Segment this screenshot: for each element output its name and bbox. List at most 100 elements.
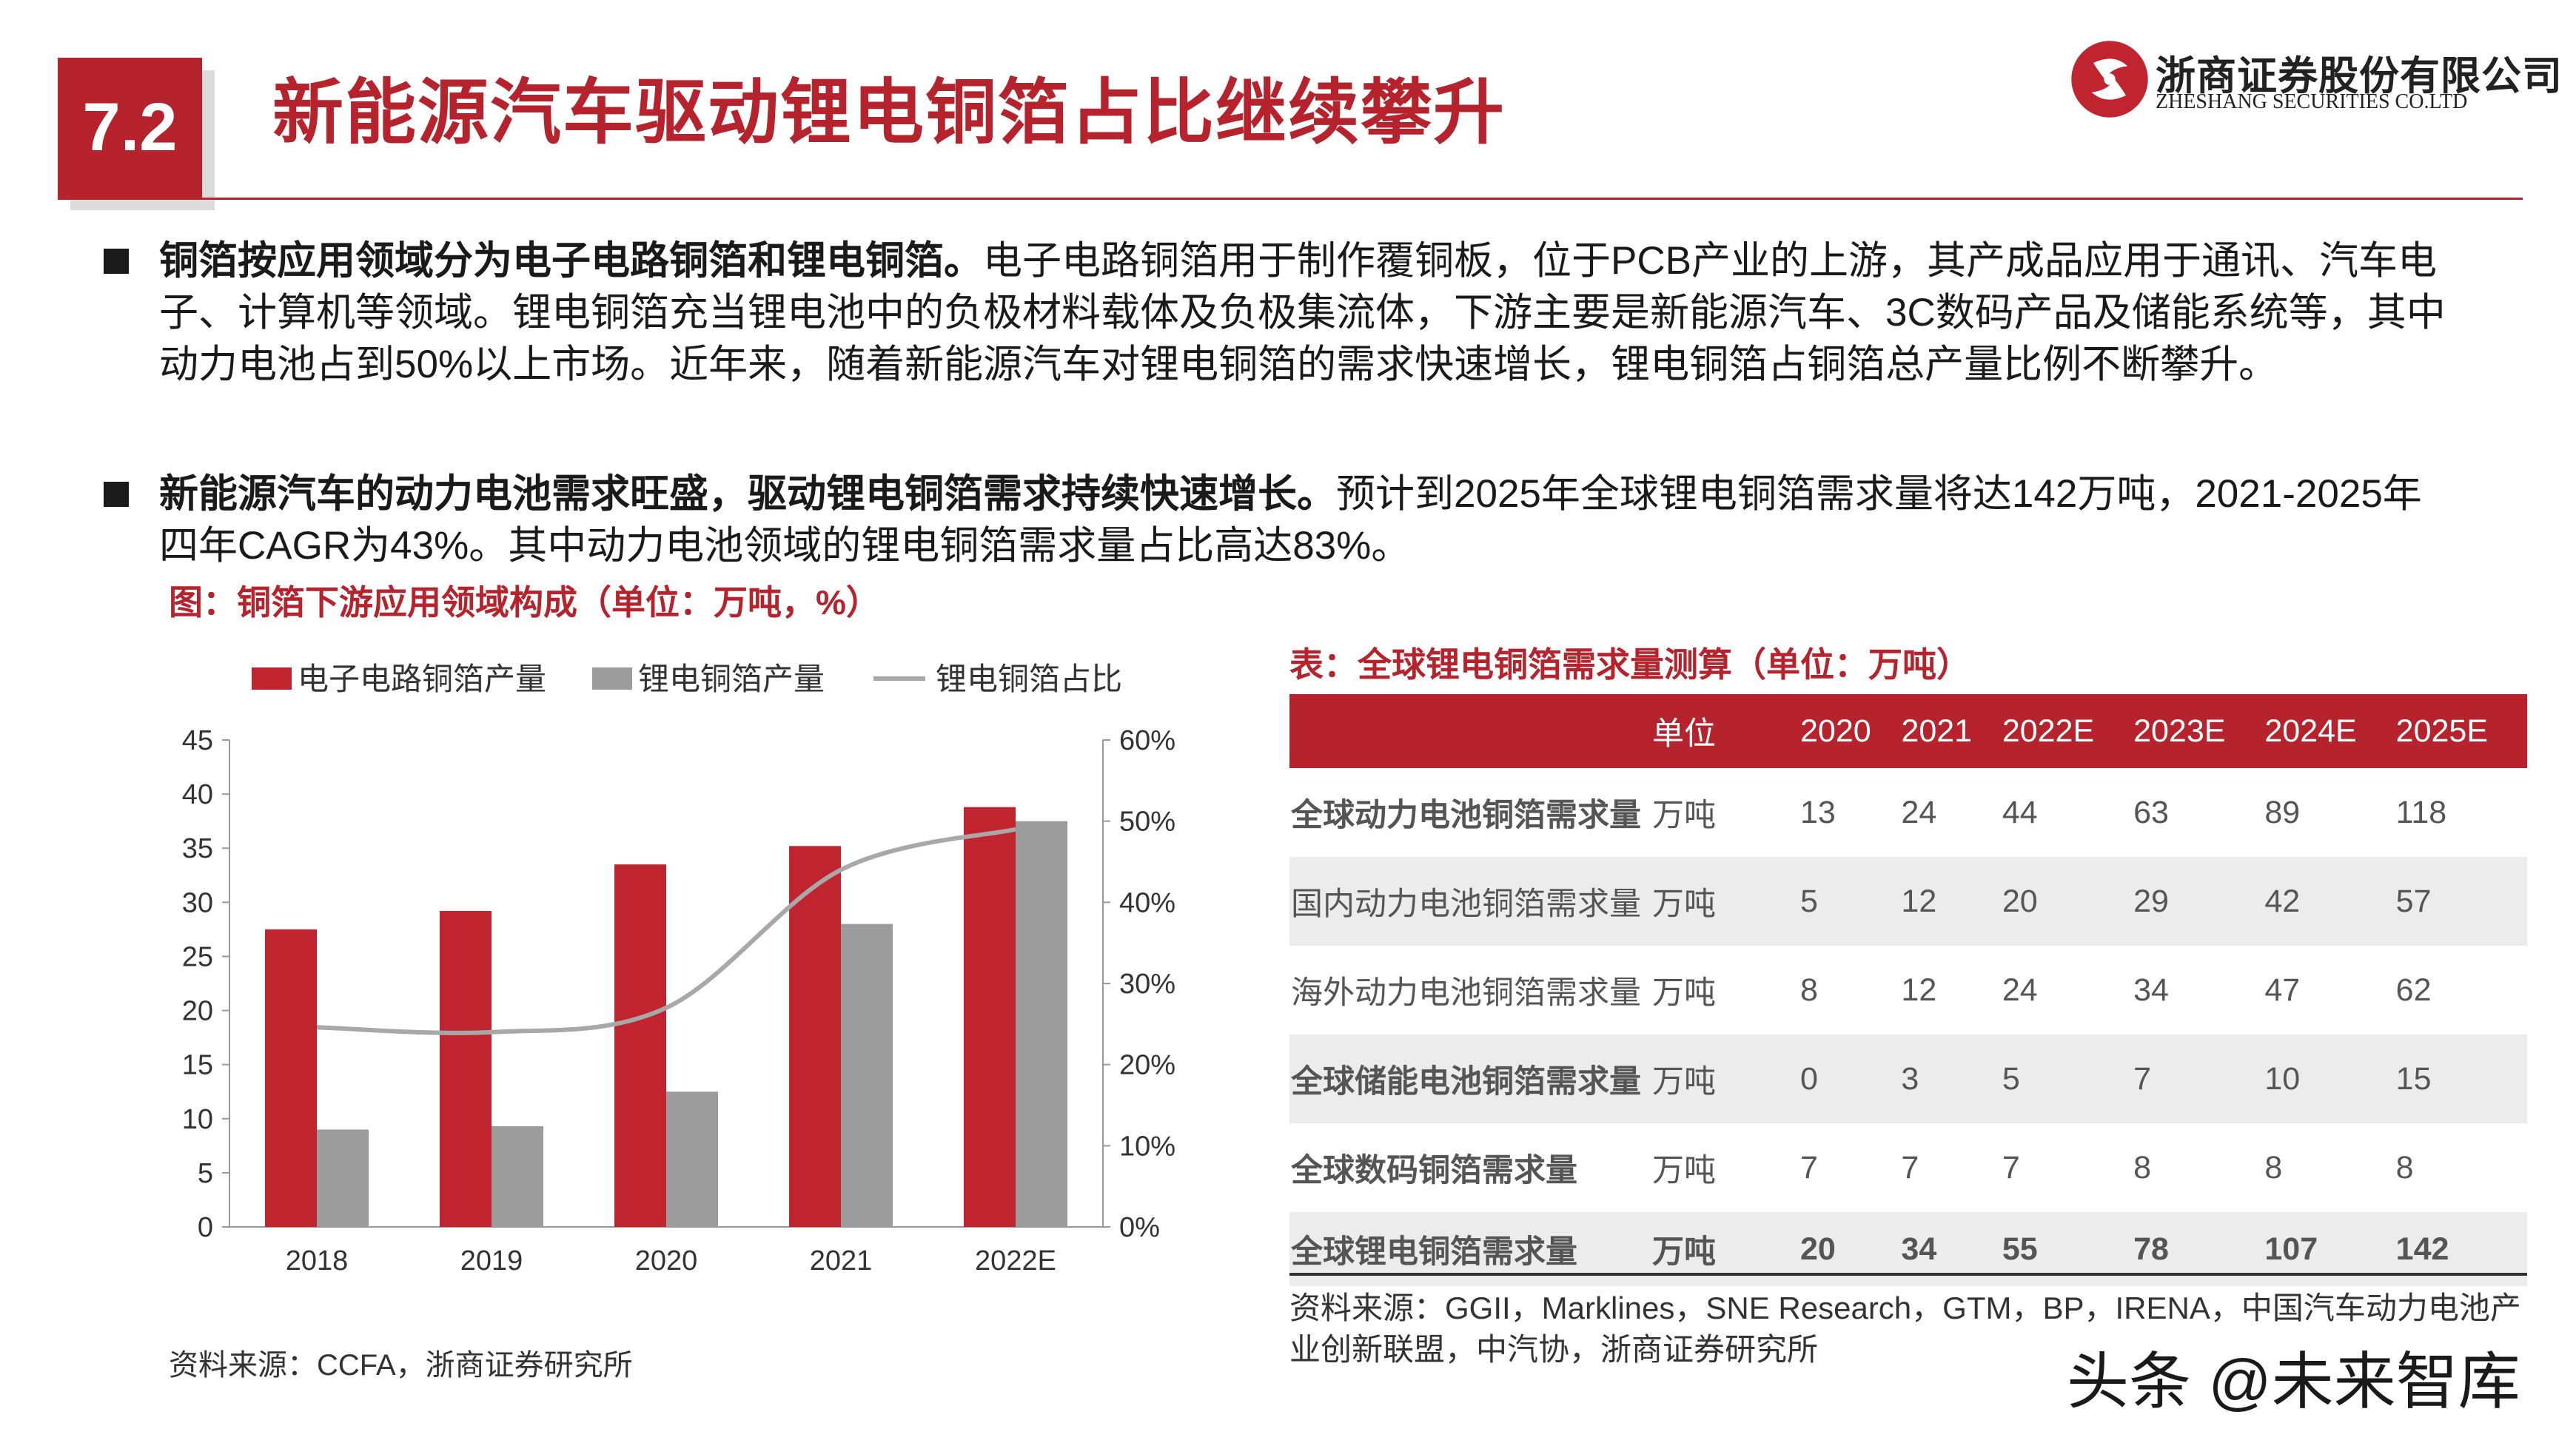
header-divider [58, 198, 2523, 200]
left-tick-label: 10 [182, 1104, 213, 1135]
header-cell-year: 2021 [1901, 713, 1973, 749]
header-cell-name [1289, 694, 1652, 768]
cell-value: 12 [1901, 972, 1937, 1008]
cell-value: 118 [2395, 794, 2447, 830]
header-cell-year: 2023E [2133, 713, 2226, 749]
cell-value: 12 [1901, 883, 1937, 919]
cell-value: 47 [2264, 972, 2301, 1008]
bullet-square-icon [104, 482, 129, 507]
cell-value: 20 [2002, 883, 2038, 919]
table-caption: 表：全球锂电铜箔需求量测算（单位：万吨） [1289, 645, 1970, 684]
cell-value: 78 [2133, 1231, 2169, 1267]
right-tick-label: 50% [1119, 807, 1175, 838]
row-unit: 万吨 [1652, 1234, 1716, 1270]
row-unit: 万吨 [1652, 798, 1716, 833]
right-tick-label: 40% [1119, 887, 1175, 918]
table-row: 海外动力电池铜箔需求量 万吨 8 12 24 34 47 62 [1289, 946, 2527, 1035]
cell-value: 29 [2133, 883, 2169, 919]
left-tick-label: 40 [182, 779, 213, 810]
row-name: 海外动力电池铜箔需求量 [1291, 975, 1641, 1011]
cell-value: 8 [1800, 972, 1818, 1008]
cell-value: 55 [2002, 1231, 2038, 1267]
bullet-paragraph: 新能源汽车的动力电池需求旺盛，驱动锂电铜箔需求持续快速增长。预计到2025年全球… [104, 468, 2458, 572]
bar-circuit-foil [614, 864, 666, 1227]
cell-value: 89 [2264, 794, 2301, 830]
row-name: 全球数码铜箔需求量 [1291, 1153, 1577, 1188]
cell-value: 62 [2395, 972, 2432, 1008]
row-name: 全球锂电铜箔需求量 [1291, 1234, 1577, 1270]
left-tick-label: 5 [198, 1158, 213, 1189]
right-tick-label: 60% [1119, 725, 1175, 756]
bar-circuit-foil [265, 929, 317, 1227]
bar-circuit-foil [440, 911, 492, 1227]
cell-value: 142 [2395, 1231, 2449, 1267]
cell-value: 8 [2133, 1149, 2152, 1185]
company-name-cn: 浙商证券股份有限公司 [2156, 54, 2563, 98]
x-tick-label: 2019 [460, 1245, 523, 1276]
left-tick-label: 30 [182, 887, 213, 918]
bar-circuit-foil [964, 807, 1016, 1227]
legend-swatch [252, 667, 292, 690]
bullet-lead: 新能源汽车的动力电池需求旺盛，驱动锂电铜箔需求持续快速增长。 [159, 472, 1336, 516]
x-tick-label: 2018 [286, 1245, 349, 1276]
production-chart: 电子电路铜箔产量 锂电铜箔产量 锂电铜箔占比 0510152025303540450… [182, 662, 1175, 1276]
chart-caption: 图：铜箔下游应用领域构成（单位：万吨，%） [169, 583, 880, 622]
cell-value: 10 [2264, 1060, 2301, 1097]
table-bottom-rule [1289, 1273, 2527, 1276]
table-header-row: 单位 2020 2021 2022E 2023E 2024E 2025E [1289, 694, 2527, 768]
bullet-lead: 铜箔按应用领域分为电子电路铜箔和锂电铜箔。 [159, 239, 983, 283]
header-cell-year: 2024E [2264, 713, 2357, 749]
bullet-body: 电子电路铜箔用于制作覆铜板，位于PCB产业的上游，其产成品应用于通讯、汽车电子、… [159, 239, 2446, 386]
share-line [316, 827, 1016, 1035]
cell-value: 5 [1800, 883, 1818, 919]
cell-value: 63 [2133, 794, 2169, 830]
left-tick-label: 45 [182, 725, 213, 756]
cell-value: 42 [2264, 883, 2301, 919]
demand-table: 单位 2020 2021 2022E 2023E 2024E 2025E 全球动… [1289, 694, 2527, 1286]
cell-value: 24 [1901, 794, 1937, 830]
bullet-body: 预计到2025年全球锂电铜箔需求量将达142万吨，2021-2025年四年CAG… [159, 472, 2422, 568]
bar-lithium-foil [492, 1126, 543, 1227]
row-name: 国内动力电池铜箔需求量 [1291, 887, 1641, 922]
table-row: 全球数码铜箔需求量 万吨 7 7 7 8 8 8 [1289, 1123, 2527, 1212]
company-name-en: ZHESHANG SECURITIES CO.LTD [2156, 90, 2468, 113]
x-tick-label: 2022E [975, 1245, 1056, 1276]
bar-lithium-foil [841, 924, 893, 1227]
header-cell-unit: 单位 [1652, 716, 1716, 752]
table-row: 全球储能电池铜箔需求量 万吨 0 3 5 7 10 15 [1289, 1035, 2527, 1123]
row-name: 全球动力电池铜箔需求量 [1291, 798, 1641, 833]
legend-label: 电子电路铜箔产量 [298, 662, 546, 696]
table-row: 国内动力电池铜箔需求量 万吨 5 12 20 29 42 57 [1289, 857, 2527, 946]
right-tick-label: 0% [1119, 1212, 1160, 1243]
cell-value: 44 [2002, 794, 2038, 830]
legend-label: 锂电铜箔产量 [638, 662, 825, 696]
header-cell-year: 2022E [2002, 713, 2095, 749]
left-tick-label: 25 [182, 941, 213, 972]
cell-value: 0 [1800, 1060, 1818, 1097]
bar-circuit-foil [789, 846, 841, 1227]
cell-value: 5 [2002, 1060, 2020, 1097]
right-tick-label: 10% [1119, 1131, 1175, 1162]
table-source: 资料来源：GGII，Marklines，SNE Research，GTM，BP，… [1289, 1291, 2521, 1367]
bar-lithium-foil [666, 1092, 718, 1227]
legend-swatch [592, 667, 632, 690]
chart-source: 资料来源：CCFA，浙商证券研究所 [169, 1349, 633, 1382]
row-name: 全球储能电池铜箔需求量 [1291, 1064, 1641, 1100]
cell-value: 7 [1800, 1149, 1818, 1185]
cell-value: 3 [1901, 1060, 1919, 1097]
page-title: 新能源汽车驱动锂电铜箔占比继续攀升 [272, 73, 1506, 152]
bar-lithium-foil [1016, 821, 1067, 1227]
bullet-square-icon [104, 249, 129, 274]
cell-value: 24 [2002, 972, 2038, 1008]
cell-value: 34 [1901, 1231, 1937, 1267]
left-tick-label: 0 [198, 1212, 213, 1243]
right-tick-label: 30% [1119, 969, 1175, 1000]
cell-value: 7 [1901, 1149, 1919, 1185]
cell-value: 57 [2395, 883, 2432, 919]
table-row: 全球动力电池铜箔需求量 万吨 13 24 44 63 89 118 [1289, 768, 2527, 857]
watermark: 头条 @未来智库 [2067, 1347, 2520, 1416]
right-tick-label: 20% [1119, 1050, 1175, 1081]
section-number: 7.2 [58, 58, 202, 198]
chart-legend: 电子电路铜箔产量 锂电铜箔产量 锂电铜箔占比 [252, 662, 1122, 696]
cell-value: 15 [2395, 1060, 2432, 1097]
